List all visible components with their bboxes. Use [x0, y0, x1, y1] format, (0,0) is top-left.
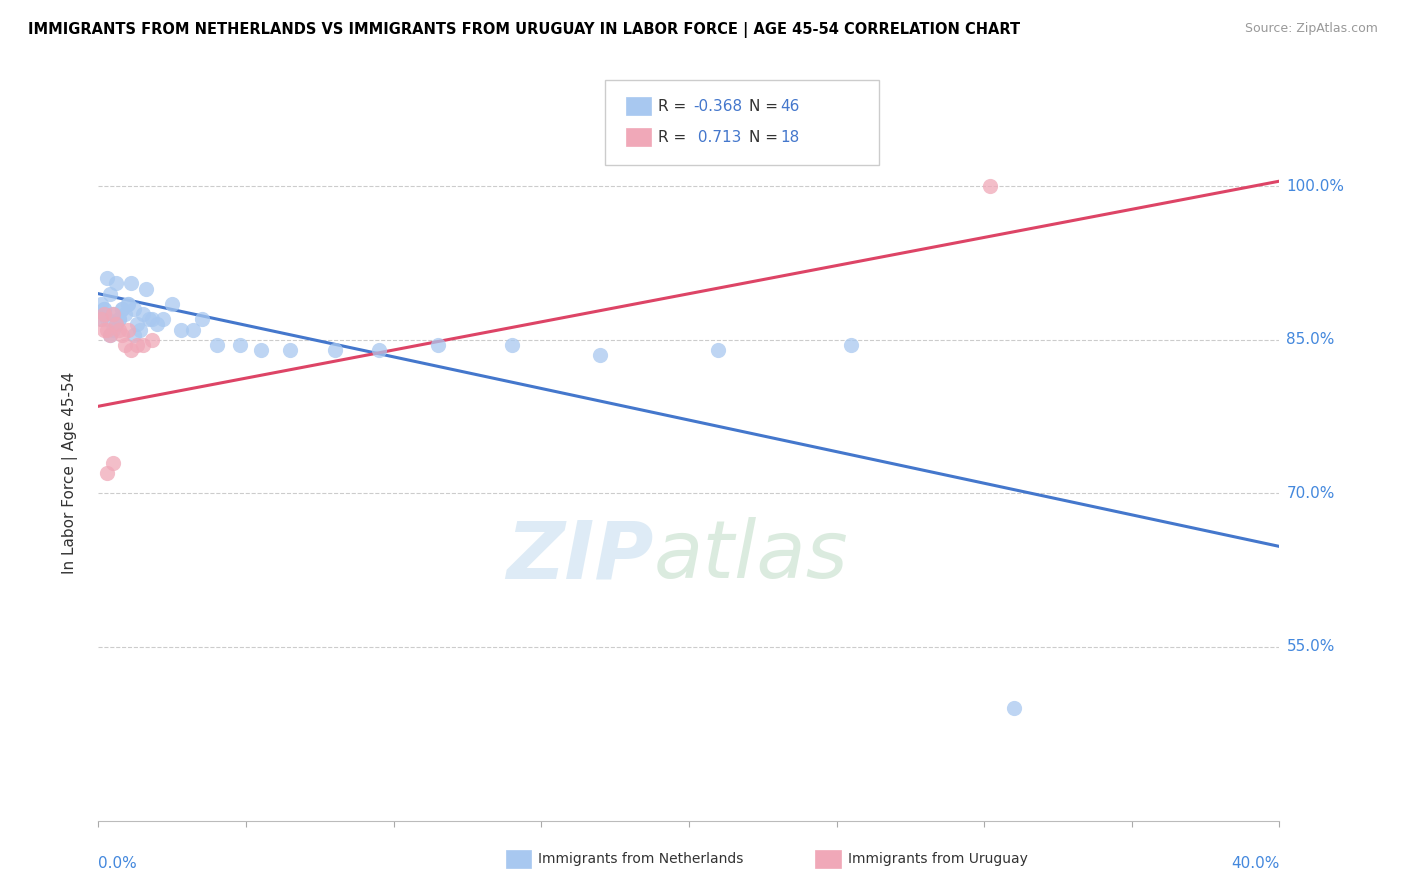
Point	[229, 338, 252, 352]
Text: R =: R =	[658, 130, 692, 145]
Point	[170, 322, 193, 336]
Point	[125, 338, 148, 352]
Text: atlas: atlas	[654, 517, 848, 595]
Point	[111, 301, 134, 316]
Point	[839, 338, 862, 352]
Point	[152, 312, 174, 326]
Point	[146, 318, 169, 332]
Point	[103, 307, 125, 321]
Point	[181, 322, 204, 336]
Point	[1002, 701, 1025, 715]
Point	[98, 327, 121, 342]
Point	[105, 318, 128, 332]
Text: Immigrants from Netherlands: Immigrants from Netherlands	[538, 852, 744, 866]
Point	[108, 312, 131, 326]
Text: 40.0%: 40.0%	[1232, 856, 1279, 871]
Point	[103, 322, 125, 336]
Point	[117, 297, 139, 311]
Point	[105, 277, 128, 291]
Text: 46: 46	[780, 99, 800, 113]
Point	[427, 338, 450, 352]
Point	[111, 301, 134, 316]
Point	[108, 322, 131, 336]
Point	[122, 327, 145, 342]
Point	[108, 312, 131, 326]
Text: ZIP: ZIP	[506, 517, 654, 595]
Point	[111, 327, 134, 342]
Point	[98, 286, 121, 301]
Point	[117, 297, 139, 311]
Point	[93, 307, 115, 321]
Y-axis label: In Labor Force | Age 45-54: In Labor Force | Age 45-54	[62, 372, 77, 574]
Text: 55.0%: 55.0%	[1286, 640, 1334, 654]
Point	[105, 318, 128, 332]
Point	[128, 322, 150, 336]
Point	[93, 301, 115, 316]
Point	[323, 343, 346, 357]
Point	[141, 333, 163, 347]
Point	[93, 301, 115, 316]
Text: R =: R =	[658, 99, 692, 113]
Point	[138, 312, 160, 326]
Point	[114, 307, 136, 321]
Point	[96, 271, 118, 285]
Point	[278, 343, 302, 357]
Point	[162, 297, 183, 311]
Point	[98, 327, 121, 342]
Point	[103, 307, 125, 321]
Text: -0.368: -0.368	[693, 99, 742, 113]
Text: 70.0%: 70.0%	[1286, 486, 1334, 500]
Text: N =: N =	[749, 99, 783, 113]
Point	[125, 318, 148, 332]
Text: 18: 18	[780, 130, 800, 145]
Point	[96, 466, 118, 480]
Point	[120, 277, 142, 291]
Point	[250, 343, 273, 357]
Point	[205, 338, 228, 352]
Point	[96, 312, 118, 326]
Point	[103, 456, 125, 470]
Point	[90, 312, 112, 326]
Text: Source: ZipAtlas.com: Source: ZipAtlas.com	[1244, 22, 1378, 36]
Point	[117, 322, 139, 336]
Point	[120, 343, 142, 357]
Point	[368, 343, 391, 357]
Point	[122, 301, 145, 316]
Text: 85.0%: 85.0%	[1286, 332, 1334, 347]
Point	[501, 338, 523, 352]
Text: N =: N =	[749, 130, 783, 145]
Text: Immigrants from Uruguay: Immigrants from Uruguay	[848, 852, 1028, 866]
Point	[90, 297, 112, 311]
Point	[141, 312, 163, 326]
Point	[589, 348, 612, 362]
Point	[114, 338, 136, 352]
Point	[132, 307, 155, 321]
Text: 0.713: 0.713	[693, 130, 741, 145]
Point	[707, 343, 730, 357]
Point	[135, 282, 157, 296]
Point	[132, 338, 155, 352]
Point	[93, 322, 115, 336]
Point	[191, 312, 214, 326]
Point	[90, 312, 112, 326]
Text: 100.0%: 100.0%	[1286, 178, 1344, 194]
Point	[979, 179, 1001, 194]
Text: 0.0%: 0.0%	[98, 856, 138, 871]
Point	[96, 322, 118, 336]
Text: IMMIGRANTS FROM NETHERLANDS VS IMMIGRANTS FROM URUGUAY IN LABOR FORCE | AGE 45-5: IMMIGRANTS FROM NETHERLANDS VS IMMIGRANT…	[28, 22, 1021, 38]
